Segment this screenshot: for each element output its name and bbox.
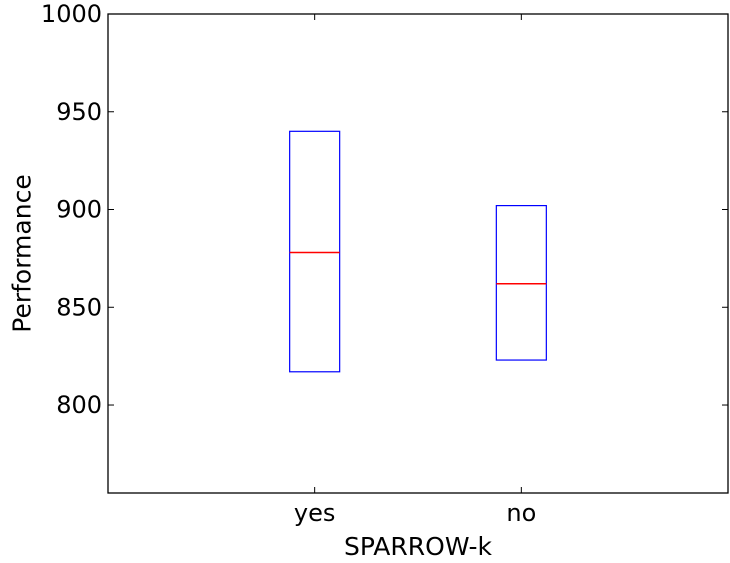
x-axis-ticks: yes no [294,14,536,527]
y-tick-label: 900 [56,196,102,224]
x-tick-label: yes [294,499,335,527]
y-axis-label: Performance [8,174,37,332]
y-tick-label: 950 [56,98,102,126]
box-no [495,205,547,361]
plot-content [289,130,547,373]
y-axis-ticks: 800 850 900 950 1000 [41,0,728,419]
y-tick-label: 1000 [41,0,102,28]
y-tick-label: 850 [56,293,102,321]
x-tick-label: no [506,499,536,527]
box-yes [289,130,341,373]
y-tick-label: 800 [56,391,102,419]
plot-frame [107,13,729,494]
x-axis-label: SPARROW-k [344,532,493,561]
